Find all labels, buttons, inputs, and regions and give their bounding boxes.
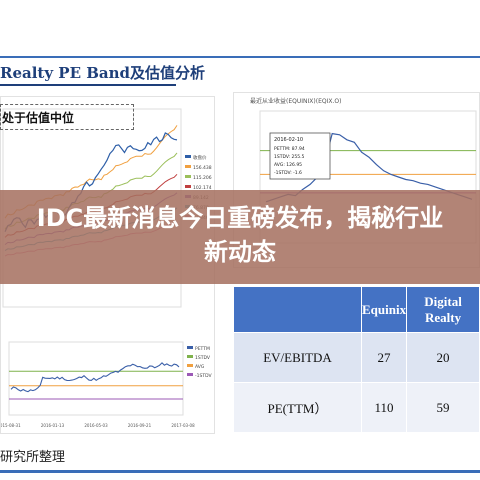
pe-legend-swatch	[187, 355, 193, 358]
title-underline	[0, 84, 176, 86]
cell-equinix-pe-ttm: 110	[360, 382, 408, 433]
highlight-label: 处于估值中位	[2, 111, 75, 125]
table-row: EV/EBITDA 27 20	[233, 332, 480, 383]
pe-x-tick: 2016-05-03	[84, 423, 108, 428]
table-header-equinix: Equinix	[360, 286, 408, 333]
pe-line	[10, 362, 180, 393]
legend-swatch	[185, 165, 191, 168]
valuation-table: Equinix Digital Realty EV/EBITDA 27 20 P…	[233, 286, 480, 433]
cell-equinix-ev-ebitda: 27	[360, 332, 408, 383]
eq-tooltip-line: AVG: 126.95	[274, 162, 302, 168]
legend-swatch	[185, 185, 191, 188]
headline-overlay	[0, 190, 480, 284]
eq-tooltip-line: -1STDV: -1.6	[274, 170, 302, 176]
eq-tooltip-box	[269, 132, 331, 180]
legend-entry: 115.206	[193, 175, 212, 181]
pe-legend-entry: 1STDV	[195, 355, 211, 361]
pe-legend-entry: PETTM	[195, 346, 210, 352]
pe-plot-area	[8, 341, 184, 416]
cell-digital-pe-ttm: 59	[406, 382, 480, 433]
pe-x-tick: 2016-09-21	[128, 423, 152, 428]
pe-x-tick: 2016-01-13	[41, 423, 65, 428]
eq-tooltip-line: 1STDV: 255.5	[274, 154, 305, 160]
legend-entry: 102.174	[193, 185, 212, 191]
highlight-box	[0, 104, 134, 130]
row-label-pe-ttm: PE(TTM）	[233, 382, 362, 433]
headline-title: IDC最新消息今日重磅发布，揭秘行业新动态	[36, 204, 444, 266]
pe-legend-entry: AVG	[195, 364, 205, 370]
table-header-digital-realty: Digital Realty	[406, 286, 480, 333]
pe-history-chart: 2015-08-31 2016-01-13 2016-05-03 2016-09-21…	[1, 341, 212, 428]
legend-entry: 收盘价	[193, 154, 207, 161]
eq-tooltip-date: 2016-02-10	[274, 137, 303, 143]
source-note: 研究所整理	[0, 450, 66, 465]
table-header-empty	[233, 286, 362, 333]
pe-legend-entry: -1STDV	[195, 373, 212, 379]
pe-legend-swatch	[187, 346, 193, 349]
pe-legend-swatch	[187, 364, 193, 367]
pe-x-tick: 2015-08-31	[1, 423, 21, 428]
table-row: PE(TTM） 110 59	[233, 382, 480, 433]
cell-digital-ev-ebitda: 20	[406, 332, 480, 383]
eq-tooltip-line: PETTM: 87.94	[274, 146, 305, 152]
pe-legend-swatch	[187, 373, 193, 376]
legend-swatch	[185, 175, 191, 178]
equinix-chart-title: 最近从业收益(EQUINIX)(EQIX.O)	[250, 97, 341, 105]
legend-entry: 156.438	[193, 165, 212, 171]
pe-x-tick: 2017-03-08	[171, 423, 195, 428]
slide-title: Realty PE Band及估值分析	[0, 64, 206, 82]
row-label-ev-ebitda: EV/EBITDA	[233, 332, 362, 383]
bottom-rule	[0, 470, 480, 473]
top-rule	[0, 56, 480, 58]
legend-swatch	[185, 155, 191, 158]
